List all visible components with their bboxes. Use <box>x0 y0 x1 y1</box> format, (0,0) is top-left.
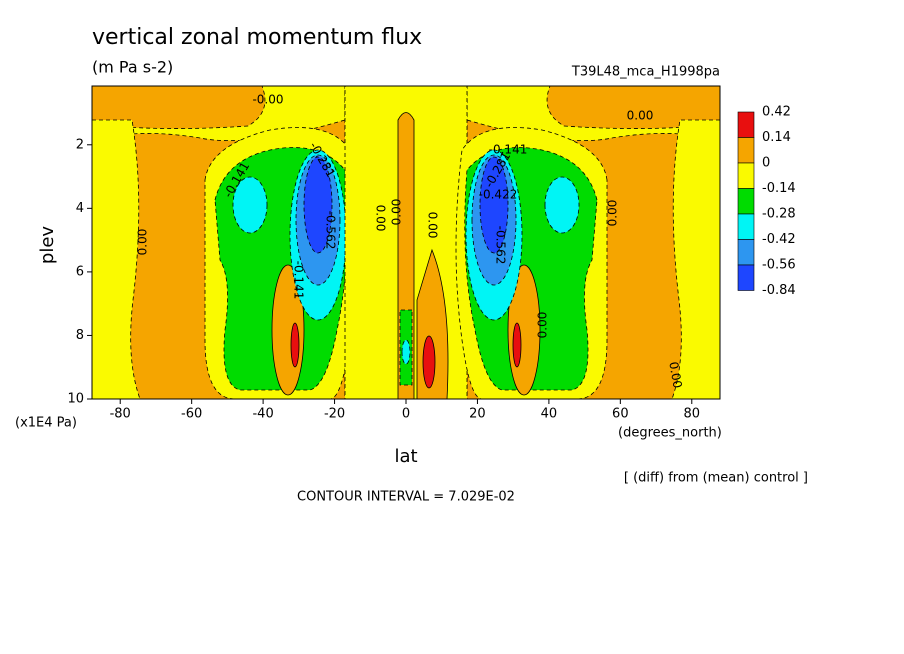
colorbar-label: -0.84 <box>762 283 796 298</box>
colorbar-box <box>737 111 755 138</box>
chart-title: vertical zonal momentum flux <box>92 25 422 50</box>
contour-label: 0.00 <box>136 229 150 256</box>
contour-fill <box>303 156 333 254</box>
contour-field <box>92 86 720 399</box>
half-field <box>344 86 720 399</box>
contour-fill <box>422 335 436 389</box>
contour-fill <box>544 176 580 234</box>
x-tick-label: 0 <box>402 407 410 422</box>
colorbar-box <box>737 188 755 215</box>
footer: CONTOUR INTERVAL = 7.029E-02 <box>297 490 515 505</box>
contour-label: 0.00 <box>666 361 684 390</box>
y-tick-label: 10 <box>67 392 84 407</box>
x-axis-label: lat <box>394 446 417 467</box>
y-tick-label: 8 <box>76 328 84 343</box>
colorbar-label: -0.56 <box>762 258 796 273</box>
y-tick-label: 4 <box>76 201 84 216</box>
y-tick-label: 2 <box>76 137 84 152</box>
colorbar-box <box>737 162 755 189</box>
contour-fill <box>671 119 720 399</box>
contour-fill <box>479 156 509 254</box>
colorbar-box <box>737 213 755 240</box>
note: [ (diff) from (mean) control ] <box>624 471 808 486</box>
x-tick-label: 20 <box>469 407 486 422</box>
contour-label: 0.00 <box>390 199 404 226</box>
y-unit: (x1E4 Pa) <box>15 416 77 431</box>
contour-fill <box>401 339 411 365</box>
contour-label: 0.00 <box>536 312 550 339</box>
contour-fill <box>512 322 522 368</box>
contour-label: 0.00 <box>627 109 654 123</box>
colorbar-box <box>737 264 755 291</box>
colorbar-label: -0.14 <box>762 181 796 196</box>
x-unit: (degrees_north) <box>618 426 722 441</box>
contour-label: -0.562 <box>494 226 508 265</box>
y-tick-label: 6 <box>76 264 84 279</box>
half-field <box>92 86 468 399</box>
colorbar-label: -0.28 <box>762 207 796 222</box>
colorbar-box <box>737 137 755 164</box>
contour-fill <box>232 176 268 234</box>
x-tick-label: -80 <box>110 407 131 422</box>
contour-label: -0.141 <box>489 143 528 157</box>
contour-label: -0.422 <box>479 188 518 202</box>
colorbar-label: 0.42 <box>762 105 791 120</box>
contour-fill <box>290 322 300 368</box>
contour-label: -0.141 <box>292 261 306 300</box>
x-tick-label: -20 <box>324 407 345 422</box>
contour-fill <box>466 86 720 141</box>
contour-label: 0.00 <box>426 212 440 239</box>
y-axis-label: plev <box>37 226 58 265</box>
colorbar-box <box>737 239 755 266</box>
contour-fill <box>92 86 346 141</box>
contour-fill <box>92 119 141 399</box>
contour-label: 0.00 <box>374 205 388 232</box>
x-tick-label: -40 <box>252 407 273 422</box>
run-label: T39L48_mca_H1998pa <box>571 65 720 80</box>
subtitle: (m Pa s-2) <box>92 58 173 77</box>
x-tick-label: 80 <box>684 407 701 422</box>
contour-label: -0.00 <box>252 93 283 107</box>
x-tick-label: 40 <box>541 407 558 422</box>
colorbar-label: 0.14 <box>762 130 791 145</box>
contour-label: 0.00 <box>606 200 620 227</box>
x-tick-label: -60 <box>181 407 202 422</box>
colorbar-label: -0.42 <box>762 232 796 247</box>
contour-label: -0.562 <box>324 211 338 250</box>
colorbar-label: 0 <box>762 156 770 171</box>
x-tick-label: 60 <box>612 407 629 422</box>
